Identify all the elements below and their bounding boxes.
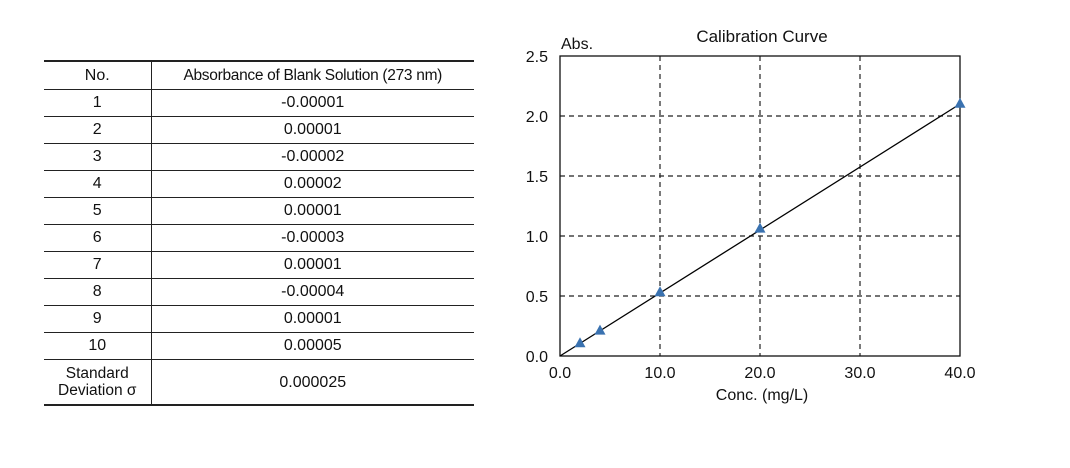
standard-deviation-label: Standard Deviation σ <box>44 359 152 405</box>
table-body: 1 -0.00001 2 0.00001 3 -0.00002 4 0.00002 5 0.000… <box>44 89 474 405</box>
row-number: 8 <box>44 278 152 306</box>
absorbance-value: -0.00002 <box>151 143 474 171</box>
data-point-marker <box>574 337 586 348</box>
row-number: 5 <box>44 197 152 225</box>
table-row: 8 -0.00004 <box>44 278 474 306</box>
x-tick-label: 40.0 <box>944 365 975 382</box>
standard-deviation-label-line2: Deviation σ <box>58 382 137 399</box>
standard-deviation-label-line1: Standard <box>65 365 129 382</box>
x-tick-label: 30.0 <box>844 365 875 382</box>
row-number: 9 <box>44 305 152 333</box>
header-no: No. <box>44 61 152 90</box>
x-tick-label: 0.0 <box>549 365 571 382</box>
absorbance-value: -0.00004 <box>151 278 474 306</box>
y-tick-label: 1.5 <box>526 169 548 186</box>
absorbance-value: -0.00003 <box>151 224 474 252</box>
data-markers <box>574 97 966 348</box>
table-header-row: No. Absorbance of Blank Solution (273 nm… <box>44 61 474 90</box>
table-row: 3 -0.00002 <box>44 143 474 171</box>
data-point-marker <box>654 286 666 297</box>
row-number: 4 <box>44 170 152 198</box>
standard-deviation-row: Standard Deviation σ 0.000025 <box>44 359 474 405</box>
y-tick-label: 2.0 <box>526 109 548 126</box>
row-number: 6 <box>44 224 152 252</box>
absorbance-value: 0.00001 <box>151 305 474 333</box>
absorbance-value: 0.00002 <box>151 170 474 198</box>
absorbance-value: 0.00005 <box>151 332 474 360</box>
row-number: 7 <box>44 251 152 279</box>
blank-absorbance-table: No. Absorbance of Blank Solution (273 nm… <box>44 60 474 406</box>
plot-frame <box>559 55 961 357</box>
absorbance-value: 0.00001 <box>151 116 474 144</box>
table-row: 9 0.00001 <box>44 305 474 333</box>
header-absorbance: Absorbance of Blank Solution (273 nm) <box>151 61 474 90</box>
table-row: 10 0.00005 <box>44 332 474 360</box>
row-number: 3 <box>44 143 152 171</box>
standard-deviation-value: 0.000025 <box>279 373 347 391</box>
grid <box>560 56 960 356</box>
table-row: 6 -0.00003 <box>44 224 474 252</box>
x-axis-label: Conc. (mg/L) <box>716 387 808 404</box>
absorbance-value: 0.00001 <box>151 251 474 279</box>
chart-title: Calibration Curve <box>696 27 827 46</box>
y-tick-label: 1.0 <box>526 229 548 246</box>
data-point-marker <box>594 324 606 335</box>
table-row: 1 -0.00001 <box>44 89 474 117</box>
table-row: 7 0.00001 <box>44 251 474 279</box>
row-number: 2 <box>44 116 152 144</box>
x-tick-label: 20.0 <box>744 365 775 382</box>
y-tick-label: 2.5 <box>526 49 548 66</box>
table-row: 4 0.00002 <box>44 170 474 198</box>
y-axis-label: Abs. <box>561 36 593 53</box>
table-row: 2 0.00001 <box>44 116 474 144</box>
absorbance-value: 0.00001 <box>151 197 474 225</box>
absorbance-value: -0.00001 <box>151 89 474 117</box>
row-number: 10 <box>44 332 152 360</box>
y-tick-label: 0.5 <box>526 289 548 306</box>
data-point-marker <box>954 97 966 108</box>
axis-ticks: 0.0 10.0 20.0 30.0 40.0 0.0 0.5 1.0 1.5 2.0 2.5 <box>526 49 976 382</box>
x-tick-label: 10.0 <box>644 365 675 382</box>
table-row: 5 0.00001 <box>44 197 474 225</box>
y-tick-label: 0.0 <box>526 349 548 366</box>
row-number: 1 <box>44 89 152 117</box>
data-point-marker <box>754 222 766 233</box>
